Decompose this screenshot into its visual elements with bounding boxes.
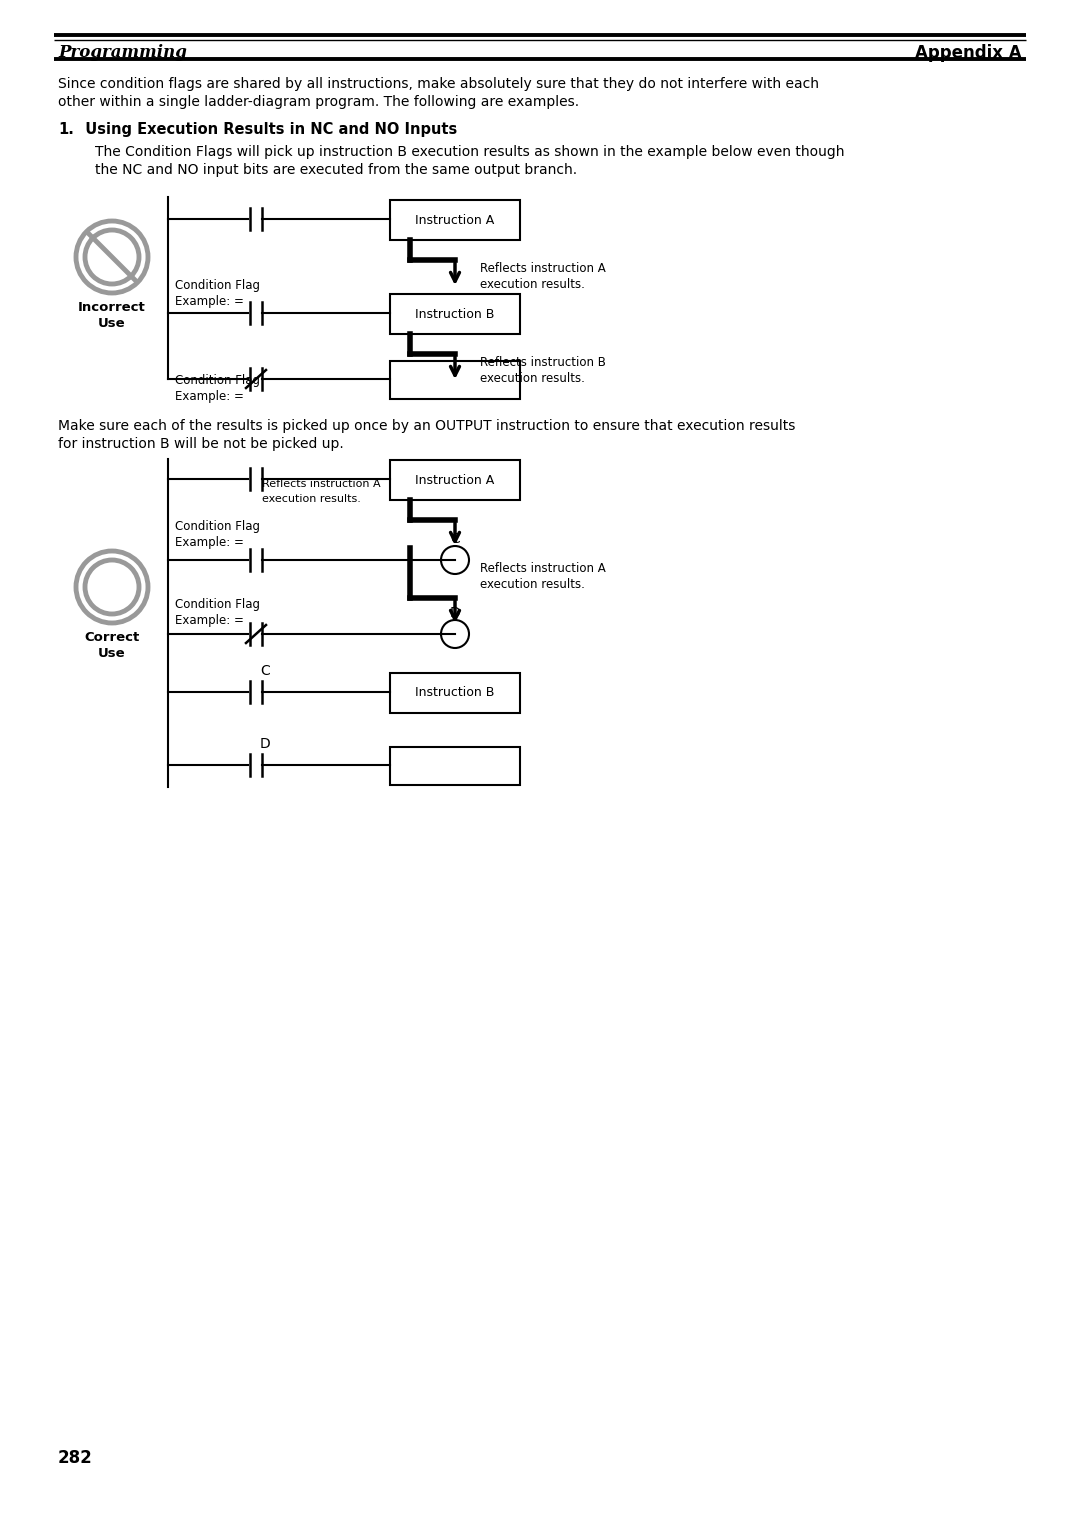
Text: 1.: 1. xyxy=(58,122,73,137)
Text: Since condition flags are shared by all instructions, make absolutely sure that : Since condition flags are shared by all … xyxy=(58,76,819,92)
Text: Example: =: Example: = xyxy=(175,389,244,403)
Text: Example: =: Example: = xyxy=(175,614,244,628)
Bar xyxy=(390,673,519,713)
Text: Incorrect: Incorrect xyxy=(78,301,146,315)
Text: execution results.: execution results. xyxy=(480,278,585,292)
Text: C: C xyxy=(450,531,460,547)
Text: D: D xyxy=(449,606,460,620)
Text: execution results.: execution results. xyxy=(480,373,585,385)
Text: Use: Use xyxy=(98,318,125,330)
Text: Example: =: Example: = xyxy=(175,536,244,550)
Text: Instruction A: Instruction A xyxy=(416,473,495,487)
Text: 282: 282 xyxy=(58,1449,93,1467)
Text: Example: =: Example: = xyxy=(175,295,244,308)
Text: Appendix A: Appendix A xyxy=(916,44,1022,63)
Text: execution results.: execution results. xyxy=(262,495,361,504)
Text: Reflects instruction A: Reflects instruction A xyxy=(480,562,606,576)
Text: D: D xyxy=(259,738,270,751)
Text: Reflects instruction A: Reflects instruction A xyxy=(262,479,380,489)
Text: other within a single ladder-diagram program. The following are examples.: other within a single ladder-diagram pro… xyxy=(58,95,579,108)
Text: The Condition Flags will pick up instruction B execution results as shown in the: The Condition Flags will pick up instruc… xyxy=(95,145,845,159)
Bar xyxy=(390,747,519,785)
Text: Instruction B: Instruction B xyxy=(416,307,495,321)
Text: Make sure each of the results is picked up once by an OUTPUT instruction to ensu: Make sure each of the results is picked … xyxy=(58,418,795,434)
Text: Condition Flag: Condition Flag xyxy=(175,374,260,386)
Text: Condition Flag: Condition Flag xyxy=(175,521,260,533)
Text: Condition Flag: Condition Flag xyxy=(175,599,260,611)
Bar xyxy=(390,460,519,499)
Text: Using Execution Results in NC and NO Inputs: Using Execution Results in NC and NO Inp… xyxy=(75,122,457,137)
Bar xyxy=(390,360,519,399)
Bar xyxy=(390,295,519,334)
Text: Instruction A: Instruction A xyxy=(416,214,495,226)
Text: for instruction B will be not be picked up.: for instruction B will be not be picked … xyxy=(58,437,343,450)
Text: the NC and NO input bits are executed from the same output branch.: the NC and NO input bits are executed fr… xyxy=(95,163,577,177)
Text: Programming: Programming xyxy=(58,44,187,61)
Text: Use: Use xyxy=(98,647,125,660)
Text: C: C xyxy=(260,664,270,678)
Text: Reflects instruction A: Reflects instruction A xyxy=(480,263,606,275)
Text: Instruction B: Instruction B xyxy=(416,687,495,699)
Text: execution results.: execution results. xyxy=(480,579,585,591)
Text: Condition Flag: Condition Flag xyxy=(175,279,260,292)
Text: Reflects instruction B: Reflects instruction B xyxy=(480,356,606,370)
Bar xyxy=(390,200,519,240)
Text: Correct: Correct xyxy=(84,631,139,644)
